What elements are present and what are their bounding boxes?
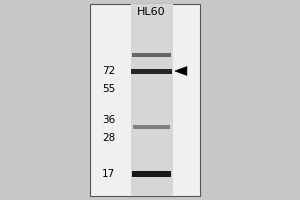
Text: 36: 36 [102,115,116,125]
Bar [130,4,172,196]
Text: 72: 72 [102,66,116,76]
Bar [90,4,200,196]
Text: HL60: HL60 [137,7,166,17]
Text: 28: 28 [102,133,116,143]
Bar [131,68,172,73]
Bar [132,171,171,177]
Text: 17: 17 [102,169,116,179]
Polygon shape [175,67,187,75]
Bar [133,125,170,129]
Bar [132,53,171,57]
Text: 55: 55 [102,84,116,94]
